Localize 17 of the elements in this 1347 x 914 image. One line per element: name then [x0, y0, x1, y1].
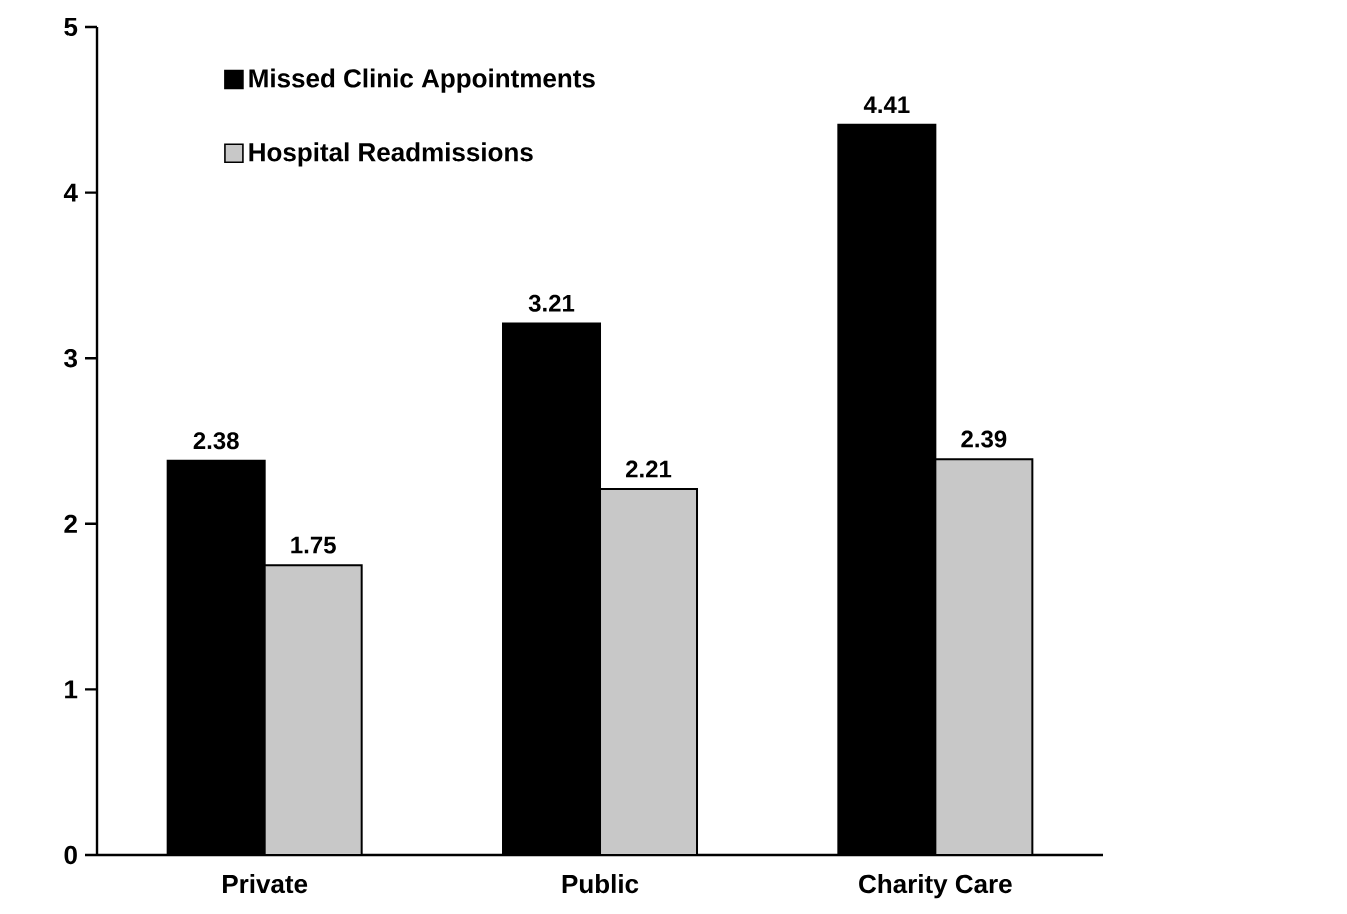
y-tick-label: 1 [65, 680, 78, 699]
y-tick-label: 2 [64, 514, 77, 533]
x-tick-label: Charity Care [859, 874, 1012, 899]
y-tick-label: 0 [64, 845, 77, 865]
data-label: 4.41 [863, 96, 910, 114]
legend-label: Missed Clinic Appointments [249, 68, 595, 93]
data-label: 3.21 [528, 294, 575, 312]
data-label: 1.75 [291, 536, 336, 554]
data-label: 2.39 [961, 430, 1007, 448]
y-tick-label: 3 [64, 348, 77, 368]
y-tick-label: 4 [63, 183, 78, 202]
data-label: 2.38 [193, 432, 239, 450]
legend-label: Hospital Readmissions [249, 142, 533, 167]
x-tick-label: Private [223, 874, 308, 894]
y-tick-label: 5 [64, 17, 78, 37]
x-tick-label: Public [562, 874, 639, 894]
data-label: 2.21 [626, 460, 672, 478]
